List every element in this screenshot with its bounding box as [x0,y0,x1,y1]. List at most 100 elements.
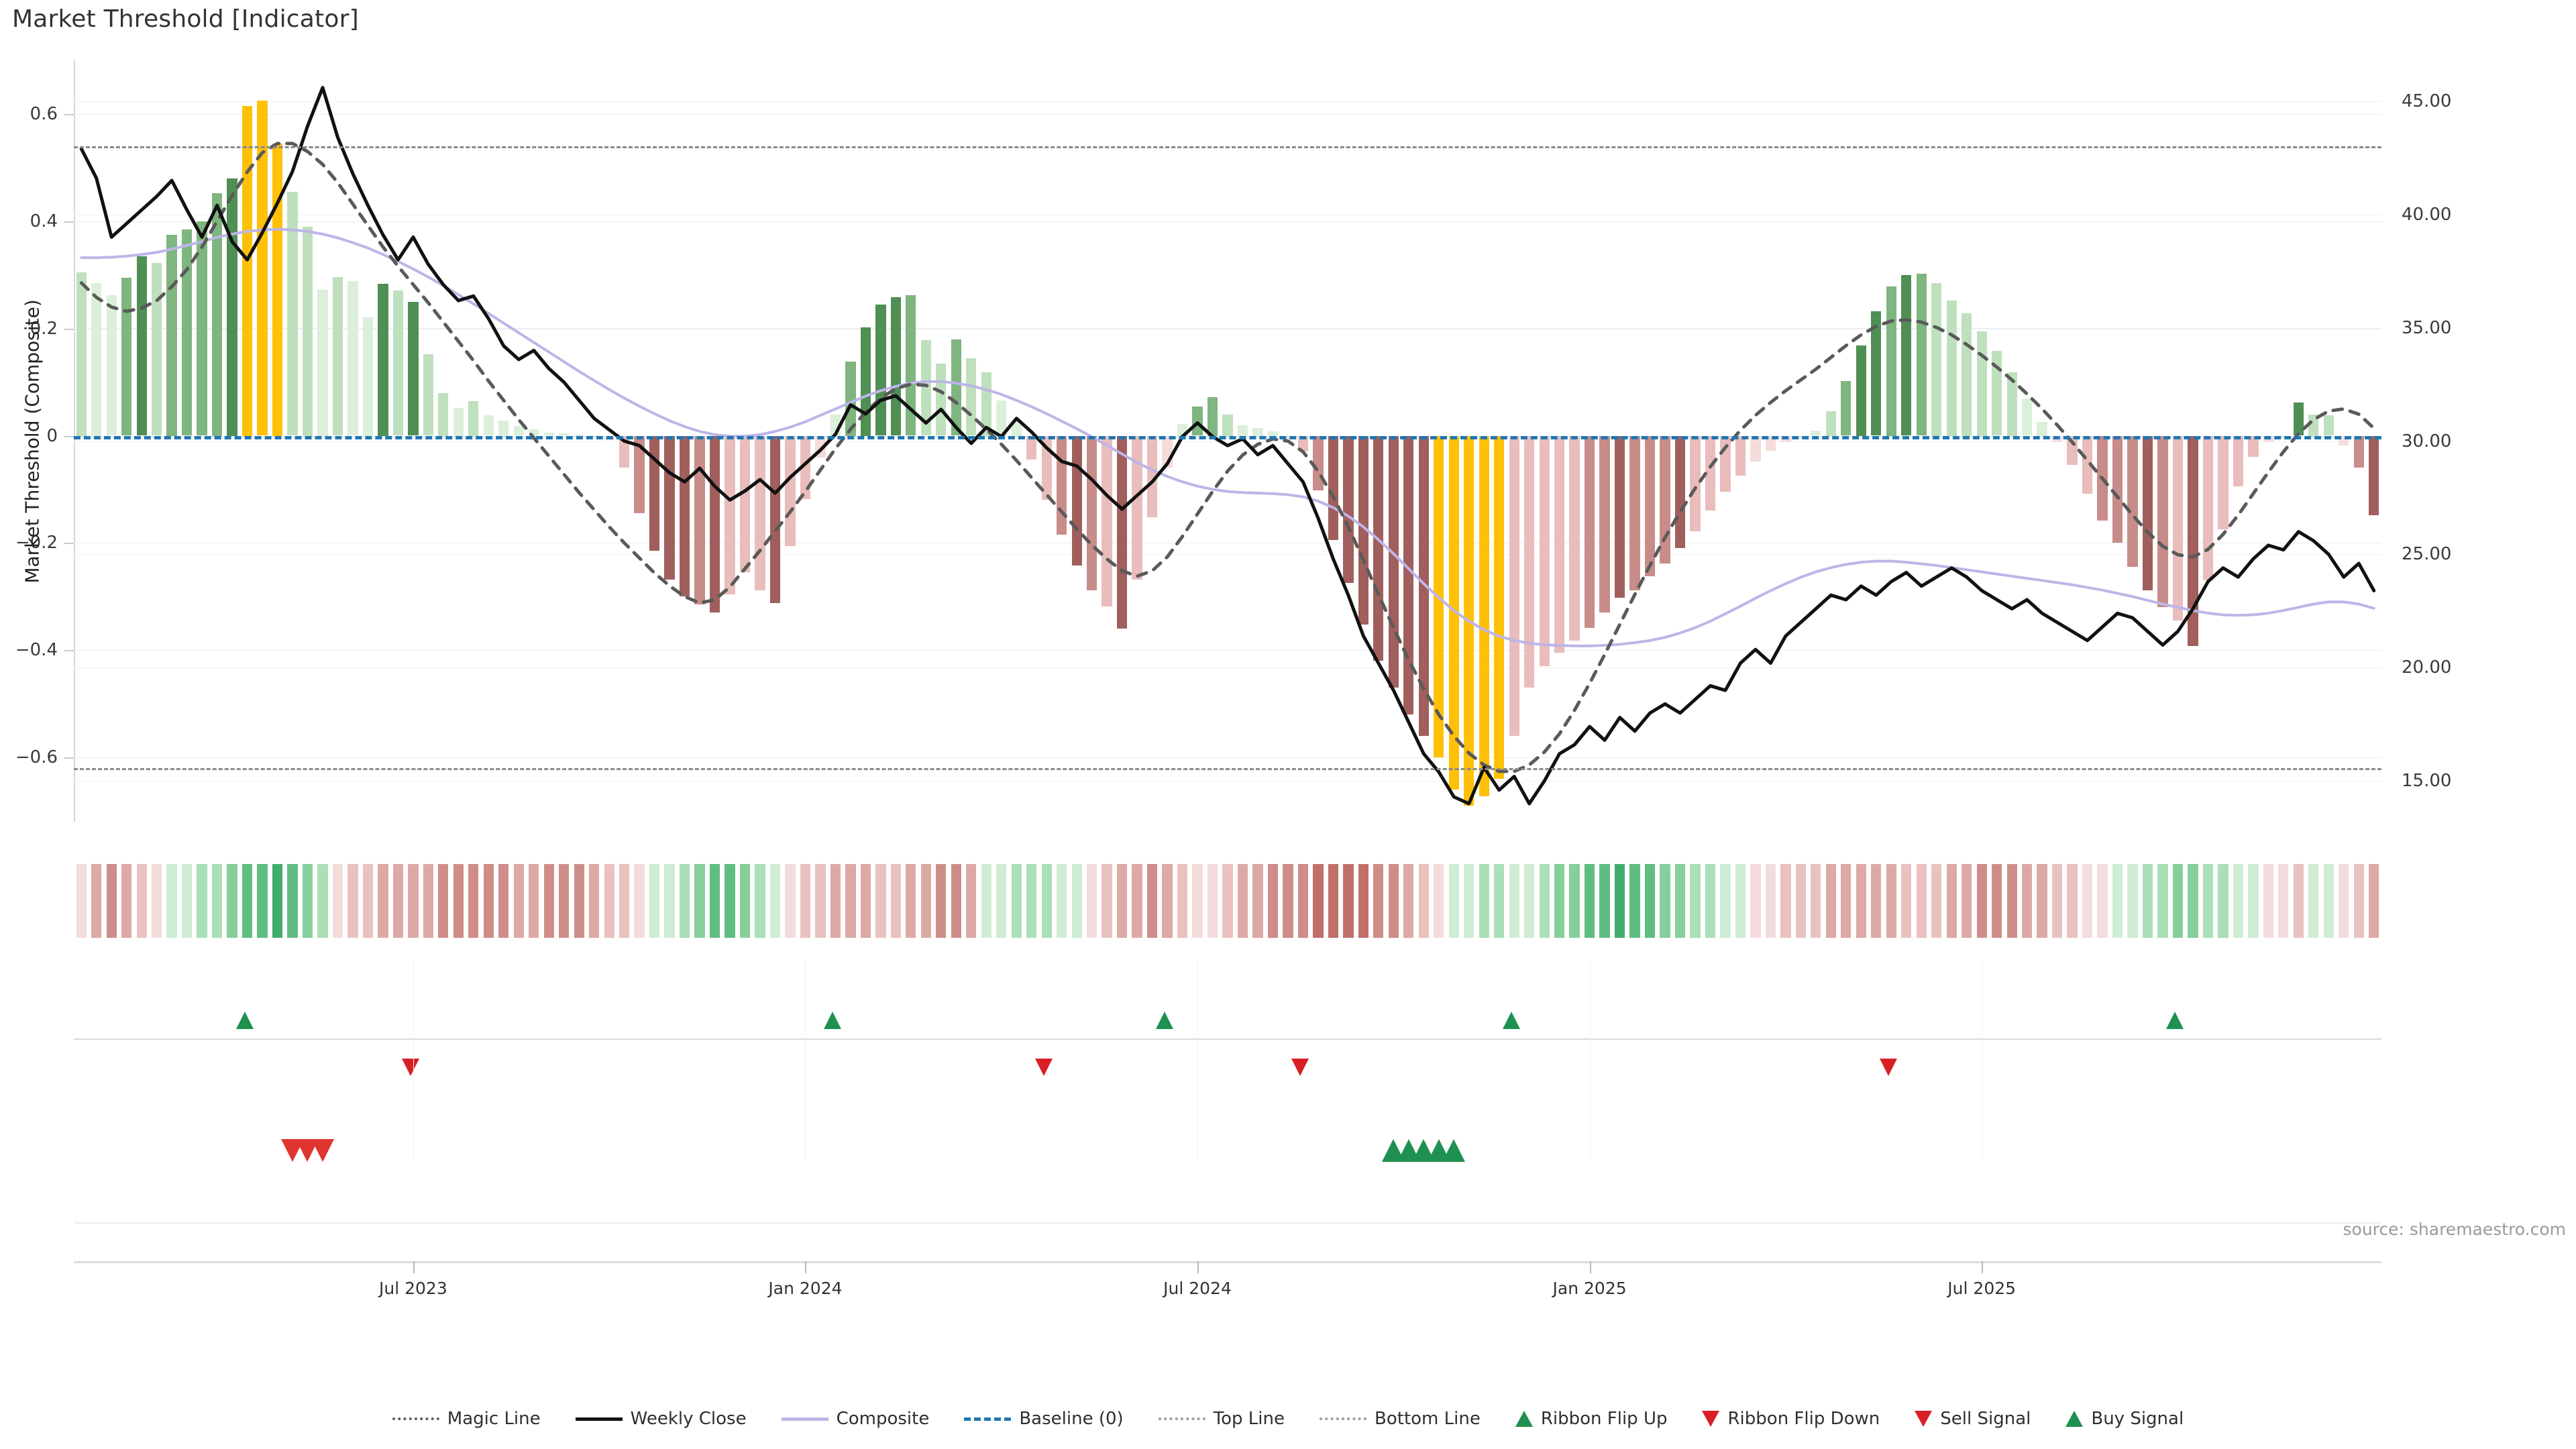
composite-bar [392,290,404,436]
triangle-up-icon [2065,1411,2084,1427]
legend-label: Ribbon Flip Down [1727,1409,1880,1429]
composite-bar [513,426,524,436]
ribbon-cell [543,864,554,938]
y-tick-label-right: 40.00 [2402,204,2452,225]
composite-bar [241,105,253,436]
ribbon-cell [1116,864,1128,938]
ribbon-cell [1599,864,1610,938]
composite-bar [1569,435,1580,641]
composite-bar [966,358,977,436]
legend-item[interactable]: Bottom Line [1320,1409,1481,1429]
series-lines [79,86,2376,806]
ribbon-cell [1283,864,1293,938]
ribbon-cell [1343,864,1354,938]
legend-item[interactable]: Weekly Close [575,1409,747,1429]
legend-item[interactable]: Ribbon Flip Down [1702,1409,1880,1429]
ribbon-cell [2188,864,2198,938]
ribbon-cell [1494,864,1505,938]
y-tick-label-left: 0.4 [30,211,58,231]
composite-bar [1750,435,1761,462]
y-tick-mark-left [64,221,74,223]
ribbon-cell [468,864,479,938]
ribbon-cell [2112,864,2123,938]
composite-bar [181,229,193,436]
composite-bar [378,283,388,436]
legend-label: Bottom Line [1375,1409,1481,1429]
ribbon-flip-up-marker [1156,1012,1174,1029]
legend-item[interactable]: Baseline (0) [964,1409,1124,1429]
ribbon-cell [2308,864,2319,938]
ribbon-cell [1373,864,1384,938]
legend-item[interactable]: Sell Signal [1915,1409,2031,1429]
ribbon-cell [1962,864,1972,938]
composite-bar [2188,435,2198,646]
composite-bar [1735,435,1746,476]
composite-bar [2006,372,2017,436]
ribbon-cell [1750,864,1761,938]
composite-bar [951,339,961,436]
legend-label: Buy Signal [2091,1409,2184,1429]
ribbon-cell [1207,864,1218,938]
composite-bar [1765,435,1776,451]
ribbon-cell [136,864,147,938]
legend-label: Ribbon Flip Up [1540,1409,1668,1429]
composite-bar [1674,435,1686,549]
ribbon-cell [1871,864,1882,938]
ribbon-cell [1554,864,1565,938]
signal-axis-line [74,1038,2381,1040]
ribbon-cell [1644,864,1656,938]
legend-item[interactable]: Top Line [1158,1409,1285,1429]
gridline [74,757,2381,759]
ribbon-cell [211,864,223,938]
x-tick-mark [1982,1261,1984,1273]
composite-bar [1358,435,1368,625]
ribbon-cell [664,864,675,938]
y-tick-label-right: 45.00 [2402,91,2452,111]
ribbon-cell [2157,864,2168,938]
triangle-down-icon [1915,1411,1933,1427]
legend-label: Magic Line [447,1409,541,1429]
ribbon-cell [2051,864,2063,938]
left-axis-title: Market Threshold (Composite) [21,299,44,584]
ribbon-flip-up-marker [824,1012,842,1029]
ribbon-cell [769,864,781,938]
composite-bar [1026,435,1037,460]
y-tick-label-left: 0 [46,425,58,446]
ribbon-cell [1087,864,1097,938]
y-tick-label-left: −0.6 [15,747,58,768]
ribbon-cell [2021,864,2033,938]
ribbon-cell [513,864,524,938]
legend-item[interactable]: Composite [781,1409,929,1429]
ribbon-cell [408,864,419,938]
legend-item[interactable]: Ribbon Flip Up [1515,1409,1668,1429]
triangle-down-icon [1702,1411,1720,1427]
y-tick-mark-left [64,435,74,437]
composite-bar [2248,435,2259,458]
ribbon-cell [1614,864,1625,938]
composite-bar [1871,311,1882,436]
composite-bar [1901,274,1912,436]
composite-bar [2218,435,2229,530]
x-axis: Jul 2023 Jan 2024 Jul 2024 Jan 2025 Jul 2025 [74,1261,2381,1322]
ribbon-cell [890,864,901,938]
ribbon-cell [589,864,600,938]
ribbon-cell [241,864,253,938]
ribbon-cell [181,864,193,938]
ribbon-cell [1358,864,1368,938]
ribbon-cell [1660,864,1670,938]
ribbon-cell [845,864,856,938]
legend-item[interactable]: Magic Line [392,1409,541,1429]
composite-bar [906,295,916,436]
composite-bar [287,191,298,436]
ribbon-flip-up-marker [2166,1012,2184,1029]
ribbon-cell [724,864,735,938]
ribbon-cell [709,864,720,938]
ribbon-cell [1026,864,1037,938]
composite-bar [1116,435,1128,629]
ribbon-cell [1192,864,1203,938]
ribbon-cell [166,864,177,938]
ribbon-cell [1313,864,1324,938]
ribbon-cell [1569,864,1580,938]
y-tick-label-left: 0.6 [30,103,58,124]
legend-item[interactable]: Buy Signal [2065,1409,2184,1429]
